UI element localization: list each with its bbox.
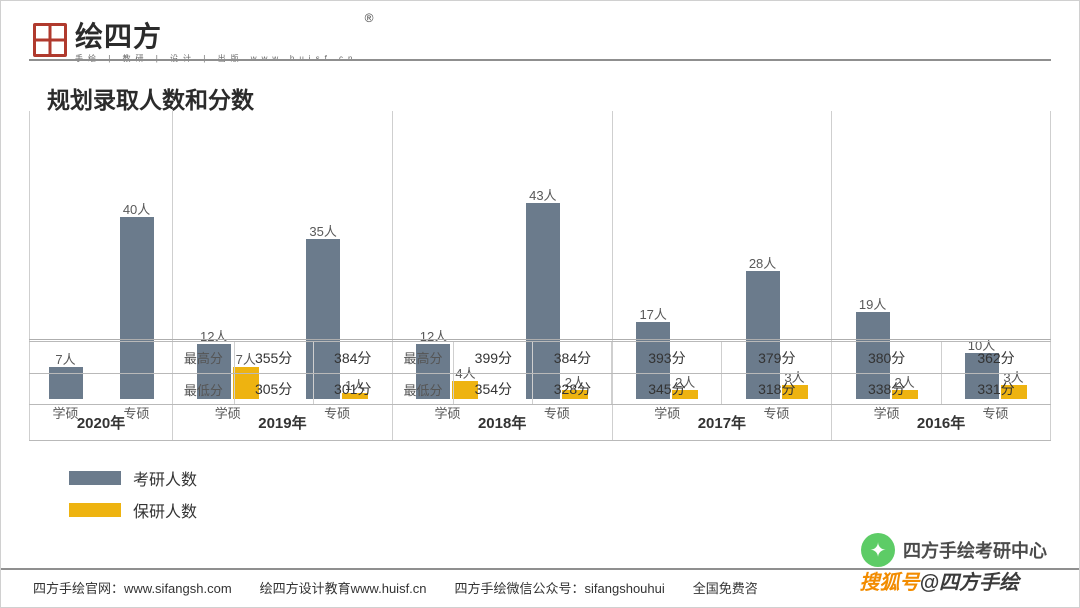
souhu-watermark: 搜狐号@四方手绘 (859, 566, 1019, 595)
score-cell-empty (29, 342, 172, 373)
souhu-watermark-a: 搜狐号 (859, 572, 919, 594)
score-cell: 379分 (721, 342, 831, 373)
score-cell: 345分 (611, 374, 721, 404)
legend-item-baoyan: 保研人数 (69, 498, 197, 522)
legend: 考研人数 保研人数 (69, 466, 197, 530)
brand-name: 绘四方 (75, 15, 357, 55)
score-header: 最高分 (392, 342, 454, 373)
year-label: 2020年 (29, 405, 172, 440)
chart-title: 规划录取人数和分数 (47, 81, 254, 115)
score-cell-empty (29, 374, 172, 404)
wechat-watermark-text: 四方手绘考研中心 (903, 537, 1047, 563)
year-label: 2017年 (612, 405, 832, 440)
score-cell: 384分 (532, 342, 611, 373)
score-header: 最低分 (392, 374, 454, 404)
score-cell: 331分 (941, 374, 1051, 404)
score-cell: 354分 (453, 374, 532, 404)
bar-value-label: 43人 (529, 185, 556, 204)
header-divider (29, 59, 1051, 61)
legend-swatch-baoyan (69, 503, 121, 517)
score-cell: 393分 (611, 342, 721, 373)
score-table: 最高分355分384分最高分399分384分393分379分380分362分最低… (29, 341, 1051, 405)
score-cell: 362分 (941, 342, 1051, 373)
score-cell: 399分 (453, 342, 532, 373)
legend-label-baoyan: 保研人数 (133, 498, 197, 522)
bar-value-label: 35人 (309, 221, 336, 240)
score-cell: 384分 (313, 342, 392, 373)
bar-value-label: 40人 (123, 199, 150, 218)
chart-baseline (29, 339, 1051, 340)
score-cell: 305分 (234, 374, 313, 404)
legend-swatch-kaoyan (69, 471, 121, 485)
bar-value-label: 17人 (639, 304, 666, 323)
brand-registered-icon: ® (365, 11, 374, 25)
footer-link-a: 四方手绘官网：www.sifangsh.com (33, 578, 232, 597)
bar-value-label: 19人 (859, 294, 886, 313)
score-header: 最低分 (172, 374, 234, 404)
brand-logo: 绘四方 手绘 | 教研 | 设计 | 出版 www.huisf.cn ® (33, 15, 357, 64)
footer-link-c: 四方手绘微信公众号：sifangshouhui (455, 578, 665, 597)
footer-link-d: 全国免费咨 (693, 578, 758, 597)
souhu-watermark-b: @四方手绘 (919, 572, 1019, 594)
year-label: 2019年 (172, 405, 392, 440)
year-label: 2018年 (392, 405, 612, 440)
year-row: 2020年2019年2018年2017年2016年 (29, 405, 1051, 441)
legend-label-kaoyan: 考研人数 (133, 466, 197, 490)
wechat-watermark: ✦ 四方手绘考研中心 (861, 533, 1047, 567)
score-cell: 301分 (313, 374, 392, 404)
footer-link-b: 绘四方设计教育www.huisf.cn (260, 578, 427, 597)
score-cell: 380分 (831, 342, 941, 373)
wechat-icon: ✦ (861, 533, 895, 567)
year-label: 2016年 (831, 405, 1051, 440)
bar-value-label: 28人 (749, 253, 776, 272)
score-cell: 318分 (721, 374, 831, 404)
page: 绘四方 手绘 | 教研 | 设计 | 出版 www.huisf.cn ® 规划录… (0, 0, 1080, 608)
legend-item-kaoyan: 考研人数 (69, 466, 197, 490)
score-cell: 355分 (234, 342, 313, 373)
brand-mark-icon (33, 23, 67, 57)
score-cell: 338分 (831, 374, 941, 404)
score-header: 最高分 (172, 342, 234, 373)
score-cell: 328分 (532, 374, 611, 404)
